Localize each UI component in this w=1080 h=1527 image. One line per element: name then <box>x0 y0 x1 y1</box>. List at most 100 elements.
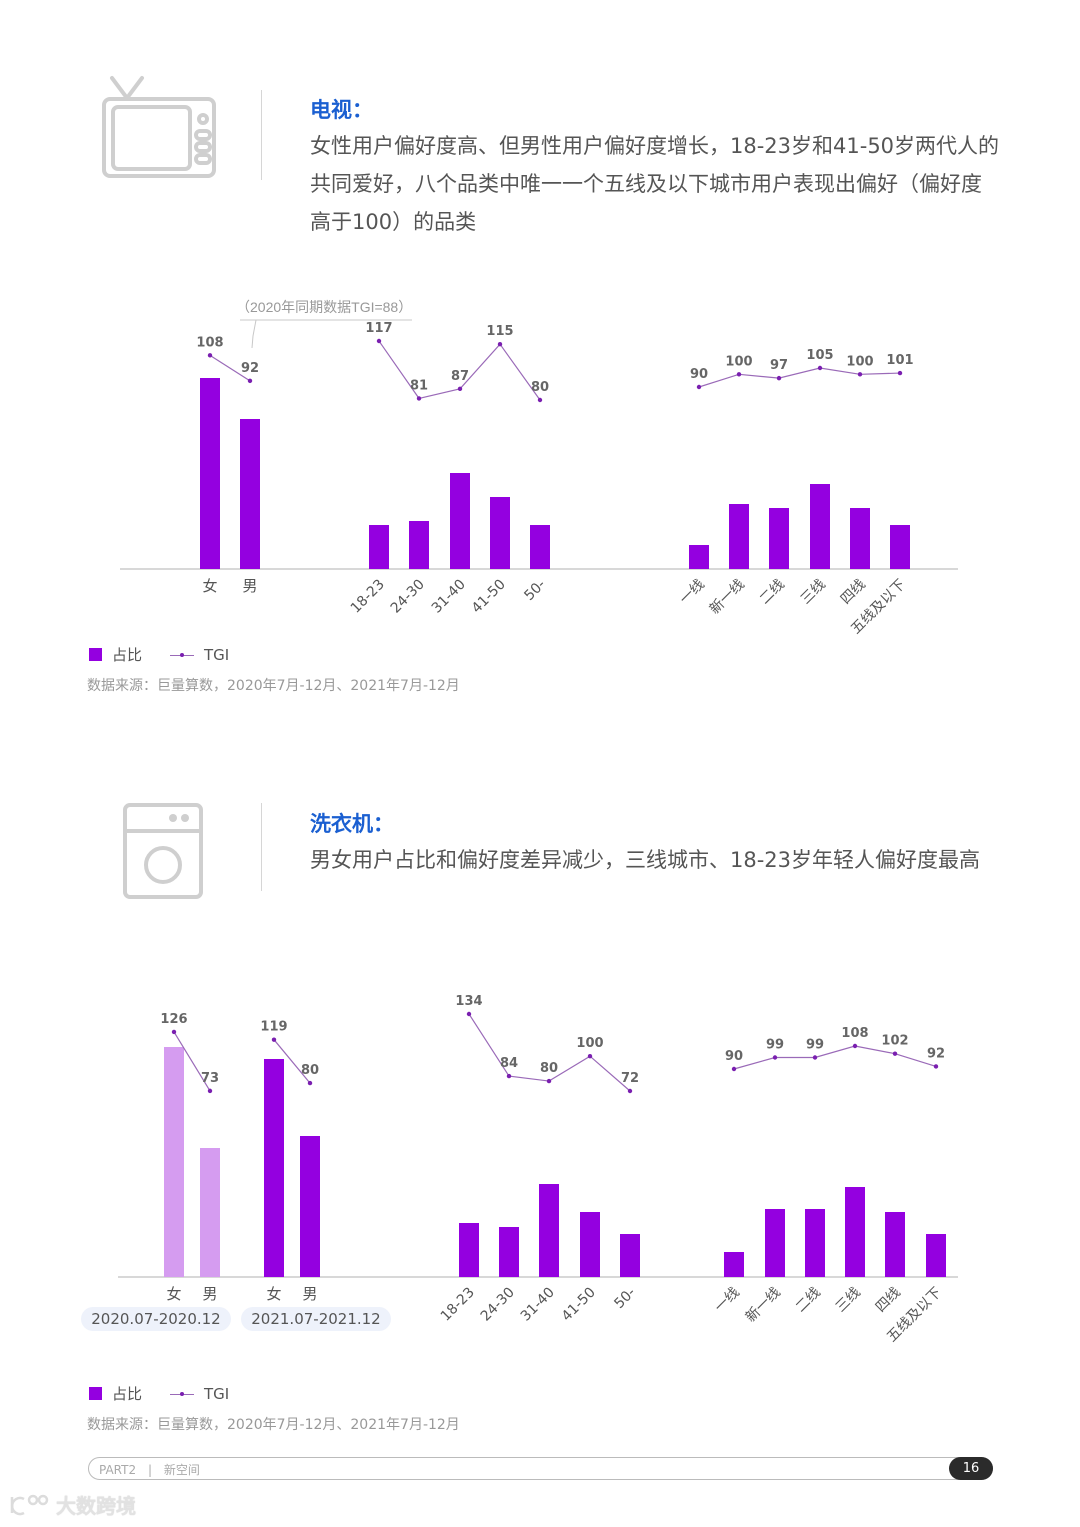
tgi-value-label: 100 <box>846 354 873 369</box>
footer-section: 新空间 <box>163 1463 200 1477</box>
tgi-value-label: 100 <box>576 1036 603 1051</box>
x-tick-label: 24-30 <box>478 1285 518 1325</box>
tgi-point <box>506 1073 512 1079</box>
section-title-tv: 电视： <box>310 98 373 122</box>
washer-legend: 占比 TGI <box>89 1383 229 1404</box>
section-title-washer: 洗衣机： <box>310 812 394 836</box>
bar <box>490 497 510 569</box>
tgi-line <box>209 354 251 382</box>
x-tick-label: 二线 <box>793 1285 824 1316</box>
tgi-value-label: 84 <box>500 1056 518 1071</box>
legend-line-label: TGI <box>204 1384 230 1403</box>
x-tick-label: 女 <box>266 1285 281 1303</box>
period-label-2021: 2021.07-2021.12 <box>241 1307 391 1331</box>
x-tick-label: 31-40 <box>518 1285 558 1325</box>
tgi-point <box>857 372 863 377</box>
tv-chart: （2020年同期数据TGI=88） 108 92 117 81 87 115 80 90 100… <box>120 299 958 637</box>
tgi-point <box>207 1088 213 1094</box>
tgi-value-label: 100 <box>725 354 752 369</box>
tgi-line <box>698 367 901 388</box>
bar <box>264 1059 284 1277</box>
tgi-value-label: 92 <box>927 1046 945 1061</box>
tgi-value-label: 80 <box>540 1061 558 1076</box>
bar <box>689 545 709 569</box>
x-tick-label: 女 <box>202 577 217 595</box>
tgi-value-label: 80 <box>531 380 549 395</box>
tgi-point <box>537 397 543 403</box>
tgi-value-label: 97 <box>770 358 788 373</box>
x-tick-label: 一线 <box>712 1285 743 1316</box>
washing-machine-icon <box>122 802 204 900</box>
watermark-logo-icon <box>10 1494 49 1515</box>
footer-separator: | <box>147 1463 152 1477</box>
tgi-point <box>772 1055 778 1060</box>
bar <box>765 1209 785 1277</box>
tgi-value-label: 99 <box>766 1038 784 1053</box>
tgi-point <box>497 341 503 347</box>
tgi-point <box>731 1066 737 1072</box>
tgi-value-label: 90 <box>690 367 708 382</box>
page-footer: PART2 | 新空间 16 <box>88 1457 993 1480</box>
tgi-value-label: 101 <box>886 353 913 368</box>
bar <box>810 484 830 569</box>
tgi-value-label: 99 <box>806 1038 824 1053</box>
tgi-point <box>171 1029 177 1035</box>
bar <box>164 1047 184 1277</box>
bar <box>890 525 910 569</box>
tgi-point <box>933 1064 939 1069</box>
bar <box>200 378 220 569</box>
bar <box>805 1209 825 1277</box>
tgi-value-label: 73 <box>201 1071 219 1086</box>
tgi-value-label: 134 <box>455 994 482 1009</box>
section-divider <box>261 803 262 891</box>
tgi-point <box>812 1055 818 1060</box>
tgi-point <box>587 1054 593 1059</box>
legend-bar-label: 占比 <box>112 646 143 664</box>
tgi-point <box>457 386 463 392</box>
tgi-point <box>696 384 702 390</box>
bar <box>240 419 260 569</box>
bar <box>200 1148 220 1277</box>
section-description-washer: 男女用户占比和偏好度差异减少，三线城市、18-23岁年轻人偏好度最高 <box>310 848 981 872</box>
tgi-value-label: 80 <box>301 1063 319 1078</box>
watermark: 大数跨境 <box>8 1490 136 1519</box>
legend-bar-label: 占比 <box>112 1385 143 1403</box>
bar <box>885 1212 905 1277</box>
tv-source: 数据来源：巨量算数，2020年7月-12月、2021年7月-12月 <box>87 678 460 694</box>
legend-line-label: TGI <box>204 645 230 664</box>
bar <box>450 473 470 569</box>
tgi-value-label: 81 <box>410 378 428 393</box>
tgi-value-label: 72 <box>621 1071 639 1086</box>
tgi-line <box>173 1031 211 1092</box>
bar <box>620 1234 640 1277</box>
x-tick-label: 三线 <box>833 1285 864 1316</box>
legend-line-icon <box>170 1389 195 1399</box>
tgi-point <box>546 1078 552 1084</box>
x-tick-label: 男 <box>202 1285 217 1303</box>
x-tick-label: 四线 <box>873 1285 904 1316</box>
x-tick-label: 男 <box>242 577 257 595</box>
tgi-value-label: 90 <box>725 1049 743 1064</box>
tgi-value-label: 105 <box>806 348 833 363</box>
tv-icon <box>100 74 218 180</box>
bar <box>300 1136 320 1277</box>
tgi-point <box>892 1051 898 1056</box>
tgi-point <box>776 375 782 381</box>
legend-bar-swatch <box>89 1387 102 1400</box>
bar <box>530 525 550 569</box>
tgi-point <box>627 1088 633 1094</box>
tgi-value-label: 117 <box>365 321 392 336</box>
tgi-point <box>247 378 253 384</box>
tgi-point <box>897 370 903 376</box>
tgi-value-label: 102 <box>881 1034 908 1049</box>
tgi-point <box>817 365 823 371</box>
bar <box>769 508 789 569</box>
tgi-point <box>307 1080 313 1086</box>
washer-source: 数据来源：巨量算数，2020年7月-12月、2021年7月-12月 <box>87 1417 460 1433</box>
tgi-value-label: 126 <box>160 1012 187 1027</box>
x-tick-label: 女 <box>166 1285 181 1303</box>
tgi-point <box>852 1043 858 1049</box>
bar <box>850 508 870 569</box>
tgi-point <box>271 1037 277 1042</box>
bar <box>459 1223 479 1277</box>
